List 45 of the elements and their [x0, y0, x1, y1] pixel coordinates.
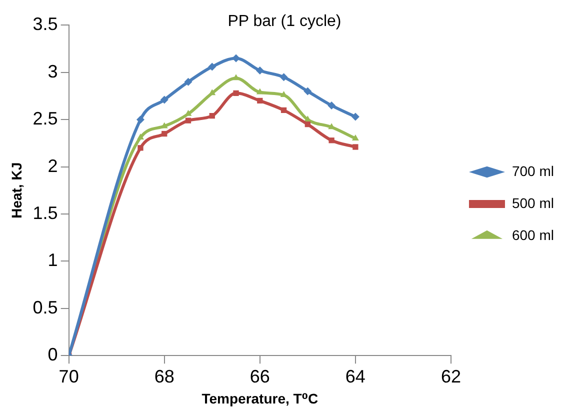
point: [209, 112, 215, 119]
point: [328, 138, 334, 144]
legend-label: 500 ml: [512, 194, 554, 211]
y-tick-label: 2: [48, 156, 58, 176]
point: [352, 144, 358, 150]
point: [304, 87, 312, 96]
y-tick-label: 3.5: [32, 14, 58, 34]
y-axis-title: Heat, KJ: [8, 162, 24, 218]
y-tick-label: 2.5: [32, 108, 58, 129]
point: [256, 66, 264, 75]
point: [138, 145, 144, 151]
point: [232, 74, 240, 80]
legend-label: 700 ml: [512, 162, 554, 179]
y-tick-label: 3: [48, 61, 58, 82]
legend-label: 600 ml: [512, 226, 554, 243]
chart-title: PP bar (1 cycle): [228, 13, 342, 30]
point: [256, 88, 264, 94]
point: [208, 89, 216, 96]
point: [137, 134, 144, 140]
point: [328, 101, 336, 110]
point: [280, 107, 287, 113]
x-tick-label: 64: [345, 366, 366, 386]
point: [352, 134, 359, 140]
point: [257, 98, 263, 104]
point: [232, 54, 240, 62]
y-tick-label: 0: [48, 344, 58, 365]
x-tick-label: 68: [154, 366, 174, 386]
point: [136, 116, 144, 124]
point: [280, 73, 288, 82]
x-axis-title: Temperature, T⁰C: [202, 390, 318, 406]
y-tick-label: 1.5: [32, 202, 58, 223]
point: [233, 90, 239, 96]
y-tick-label: 1: [48, 250, 58, 270]
point: [184, 110, 192, 116]
point: [351, 112, 360, 121]
point: [184, 78, 192, 86]
x-tick-label: 70: [58, 366, 79, 386]
x-tick-label: 66: [250, 366, 270, 386]
x-tick-label: 62: [440, 366, 461, 386]
point: [162, 130, 168, 137]
point: [304, 121, 310, 128]
point: [208, 62, 216, 71]
point: [160, 96, 168, 104]
point: [185, 118, 192, 124]
y-tick-label: 0.5: [32, 297, 58, 318]
